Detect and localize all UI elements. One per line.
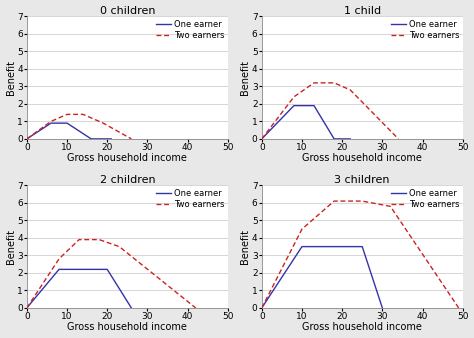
One earner <box>88 137 94 141</box>
Legend: One earner, Two earners: One earner, Two earners <box>391 188 460 210</box>
Line: One earner: One earner <box>262 247 383 308</box>
Title: 0 children: 0 children <box>100 5 155 16</box>
Line: One earner: One earner <box>27 123 111 139</box>
Line: Two earners: Two earners <box>27 240 196 308</box>
One earner <box>24 137 30 141</box>
Two earners <box>359 199 365 203</box>
Line: Two earners: Two earners <box>262 201 459 308</box>
One earner <box>104 267 110 271</box>
Two earners <box>24 137 30 141</box>
One earner <box>56 267 62 271</box>
One earner <box>311 103 317 107</box>
One earner <box>331 137 337 141</box>
Two earners <box>56 257 62 261</box>
X-axis label: Gross household income: Gross household income <box>67 153 187 164</box>
Two earners <box>396 137 401 141</box>
Two earners <box>193 306 199 310</box>
Two earners <box>388 204 393 208</box>
One earner <box>299 245 305 249</box>
One earner <box>48 121 54 125</box>
Line: Two earners: Two earners <box>27 114 131 139</box>
Y-axis label: Benefit: Benefit <box>240 229 250 264</box>
One earner <box>380 306 385 310</box>
Line: One earner: One earner <box>27 269 131 308</box>
X-axis label: Gross household income: Gross household income <box>67 322 187 333</box>
Legend: One earner, Two earners: One earner, Two earners <box>155 19 225 41</box>
X-axis label: Gross household income: Gross household income <box>302 322 422 333</box>
Two earners <box>311 81 317 85</box>
Two earners <box>100 121 106 125</box>
Two earners <box>291 95 297 99</box>
Title: 1 child: 1 child <box>344 5 381 16</box>
One earner <box>323 245 329 249</box>
Two earners <box>331 81 337 85</box>
Two earners <box>299 227 305 231</box>
One earner <box>359 245 365 249</box>
Two earners <box>259 306 264 310</box>
One earner <box>109 137 114 141</box>
One earner <box>259 137 264 141</box>
One earner <box>76 267 82 271</box>
Two earners <box>347 88 353 92</box>
X-axis label: Gross household income: Gross household income <box>302 153 422 164</box>
Line: One earner: One earner <box>262 105 350 139</box>
Title: 2 children: 2 children <box>100 174 155 185</box>
Two earners <box>64 112 70 116</box>
One earner <box>259 306 264 310</box>
Two earners <box>128 137 134 141</box>
One earner <box>64 121 70 125</box>
Two earners <box>96 238 102 242</box>
One earner <box>347 137 353 141</box>
Y-axis label: Benefit: Benefit <box>6 229 16 264</box>
Two earners <box>331 199 337 203</box>
Two earners <box>24 306 30 310</box>
Two earners <box>80 112 86 116</box>
Title: 3 children: 3 children <box>335 174 390 185</box>
Legend: One earner, Two earners: One earner, Two earners <box>155 188 225 210</box>
Y-axis label: Benefit: Benefit <box>6 60 16 95</box>
Two earners <box>76 238 82 242</box>
Two earners <box>456 306 462 310</box>
One earner <box>291 103 297 107</box>
Line: Two earners: Two earners <box>262 83 399 139</box>
One earner <box>128 306 134 310</box>
Two earners <box>48 119 54 123</box>
Two earners <box>117 245 122 249</box>
One earner <box>24 306 30 310</box>
Two earners <box>259 137 264 141</box>
Legend: One earner, Two earners: One earner, Two earners <box>391 19 460 41</box>
Y-axis label: Benefit: Benefit <box>240 60 250 95</box>
